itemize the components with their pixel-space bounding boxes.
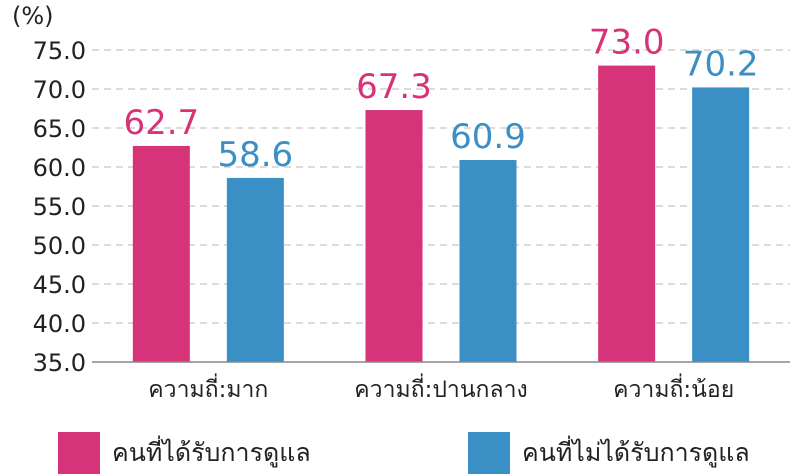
data-label: 58.6 <box>217 135 293 175</box>
y-tick-label: 40.0 <box>33 310 86 338</box>
bar <box>226 177 284 362</box>
y-axis-unit: (%) <box>12 2 54 30</box>
bar <box>459 159 517 362</box>
legend-item-not-cared: คนที่ไม่ได้รับการดูแล <box>468 432 750 474</box>
y-tick-label: 65.0 <box>33 115 86 143</box>
x-tick-label: ความถี่:น้อย <box>613 373 734 403</box>
data-label: 73.0 <box>589 23 665 63</box>
legend-swatch-not-cared <box>468 432 510 474</box>
data-label: 60.9 <box>450 117 526 157</box>
y-axis-ticks: 35.0 40.0 45.0 50.0 55.0 60.0 65.0 70.0 75.0 <box>33 37 86 377</box>
y-tick-label: 55.0 <box>33 193 86 221</box>
y-tick-label: 45.0 <box>33 271 86 299</box>
y-tick-label: 50.0 <box>33 232 86 260</box>
data-labels: 62.7 58.6 67.3 60.9 73.0 70.2 <box>123 23 758 175</box>
data-label: 62.7 <box>123 103 199 143</box>
bar <box>692 87 750 362</box>
y-tick-label: 60.0 <box>33 154 86 182</box>
bar <box>598 65 656 362</box>
bar <box>365 110 423 362</box>
bar <box>132 145 190 362</box>
data-label: 67.3 <box>356 67 432 107</box>
bar-chart: 35.0 40.0 45.0 50.0 55.0 60.0 65.0 70.0 75.0 (%)… <box>12 2 790 403</box>
data-label: 70.2 <box>683 44 759 84</box>
x-tick-label: ความถี่:ปานกลาง <box>354 373 527 403</box>
y-tick-label: 70.0 <box>33 76 86 104</box>
legend-item-cared: คนที่ได้รับการดูแล <box>58 432 311 474</box>
legend-swatch-cared <box>58 432 100 474</box>
x-tick-label: ความถี่:มาก <box>148 373 268 403</box>
y-tick-label: 75.0 <box>33 37 86 65</box>
gridlines <box>92 49 790 324</box>
y-tick-label: 35.0 <box>33 349 86 377</box>
x-axis-ticks: ความถี่:มาก ความถี่:ปานกลาง ความถี่:น้อย <box>148 373 734 403</box>
legend-label-cared: คนที่ได้รับการดูแล <box>112 438 311 467</box>
legend-label-not-cared: คนที่ไม่ได้รับการดูแล <box>522 438 750 467</box>
bars <box>132 65 750 362</box>
